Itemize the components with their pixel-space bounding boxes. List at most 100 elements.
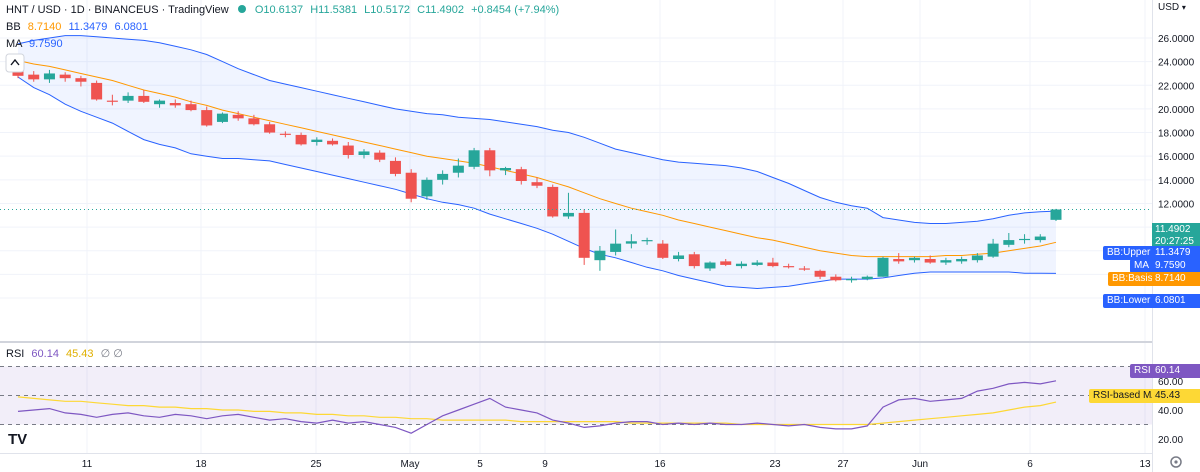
symbol-legend[interactable]: HNT / USD · 1D · BINANCEUS · TradingView… [6, 3, 559, 17]
candle-body [106, 100, 118, 102]
symbol-title[interactable]: HNT / USD · 1D · BINANCEUS · TradingView [6, 4, 229, 16]
bollinger-band-area [18, 35, 1056, 289]
price-axis-tick: 26.0000 [1158, 34, 1195, 45]
rsi-line [17, 380, 1057, 434]
time-axis-tick: 18 [195, 459, 207, 470]
candle-body [43, 73, 55, 80]
rsi-tag: 60.14 [1152, 364, 1200, 378]
candle-body [311, 139, 323, 142]
rsi-ma-tag-label: RSI-based MA [1089, 389, 1163, 403]
time-axis-tick: 13 [1139, 459, 1151, 470]
candle-body [154, 100, 166, 105]
last-price-tag: 11.4902 20:27:25 [1152, 223, 1200, 249]
price-axis-tick: 22.0000 [1158, 81, 1195, 92]
rsi-legend[interactable]: RSI 60.14 45.43 ∅ ∅ [6, 347, 123, 361]
currency-selector[interactable]: USD ▾ [1158, 2, 1186, 13]
candle-body [185, 104, 197, 111]
chart-grid [0, 0, 1152, 453]
candle-body [421, 179, 433, 197]
bb-basis-tag-label: BB:Basis [1108, 272, 1157, 286]
time-axis-border [0, 453, 1152, 454]
candle-body [138, 95, 150, 102]
candle-body [389, 160, 401, 174]
collapse-arrow-button[interactable] [5, 53, 25, 73]
bb-upper-tag-label: BB:Upper [1103, 246, 1155, 260]
market-status-dot [237, 5, 246, 13]
chevron-down-icon: ▾ [1181, 3, 1186, 12]
bb-legend[interactable]: BB 8.7140 11.3479 6.0801 [6, 20, 148, 34]
bb-lower-value: 6.0801 [114, 21, 149, 33]
candle-body [908, 257, 920, 261]
ma-value: 9.7590 [28, 38, 63, 50]
pane-separator[interactable] [0, 341, 1152, 343]
gear-icon[interactable] [1170, 456, 1182, 468]
tv-logo-mark: TV [8, 431, 27, 448]
candle-body [279, 133, 291, 135]
rsi-ma-tag: 45.43 [1152, 389, 1200, 403]
candle-body [814, 270, 826, 277]
ohlc-open: O10.6137 [254, 4, 304, 16]
rsi-legend-extra: ∅ ∅ [100, 348, 123, 360]
candle-body [547, 186, 559, 217]
candle-body [673, 255, 685, 259]
bb-legend-title: BB [6, 21, 21, 33]
ohlc-high: H11.5381 [310, 4, 358, 16]
time-axis-tick: 25 [310, 459, 322, 470]
candle-body [216, 113, 228, 122]
candle-body [625, 241, 637, 244]
candle-body [295, 134, 307, 145]
candle-body [264, 124, 276, 133]
candle-body [846, 279, 858, 281]
candle-body [1050, 209, 1062, 220]
candle-body [358, 151, 370, 155]
candle-body [342, 145, 354, 155]
time-axis-tick: 16 [654, 459, 666, 470]
bb-basis-tag: 8.7140 [1152, 272, 1200, 286]
time-axis-tick: 9 [542, 459, 548, 470]
candle-body [201, 110, 213, 126]
currency-label: USD [1158, 2, 1180, 13]
candle-body [327, 140, 339, 145]
tradingview-logo[interactable]: TV [8, 431, 27, 448]
bb-basis-value: 8.7140 [27, 21, 62, 33]
candle-body [578, 212, 590, 258]
candle-body [59, 74, 71, 79]
time-axis-tick: 27 [837, 459, 849, 470]
candle-body [484, 150, 496, 171]
ohlc-low: L10.5172 [364, 4, 411, 16]
candle-body [924, 259, 936, 263]
rsi-tag-label: RSI [1130, 364, 1155, 378]
candle-body [735, 263, 747, 267]
time-axis-labels[interactable]: 11 18 25 May 5 9 16 23 27 Jun 6 13 [82, 459, 1151, 470]
candle-body [783, 266, 795, 268]
candle-body [1003, 240, 1015, 245]
candle-body [562, 212, 574, 217]
candle-body [987, 243, 999, 257]
price-axis-tick: 16.0000 [1158, 152, 1195, 163]
rsi-axis-tick: 40.00 [1158, 406, 1183, 417]
bb-upper-tag: 11.3479 [1152, 246, 1200, 260]
rsi-axis-tick: 20.00 [1158, 435, 1183, 446]
candle-body [798, 268, 810, 270]
candlestick-series [12, 58, 1062, 283]
price-axis-tick: 20.0000 [1158, 105, 1195, 116]
candle-body [374, 152, 386, 160]
bb-upper-line [17, 35, 1057, 224]
candle-body [91, 82, 103, 100]
ma-legend[interactable]: MA 9.7590 [6, 37, 63, 51]
ma-tag-label: MA [1130, 259, 1153, 273]
ma-tag: 9.7590 [1152, 259, 1200, 273]
candle-body [405, 172, 417, 199]
price-axis-tick: 12.0000 [1158, 199, 1195, 210]
rsi-axis-tick: 60.00 [1158, 377, 1183, 388]
candle-body [232, 114, 244, 119]
candle-body [830, 276, 842, 281]
time-axis-tick: 11 [82, 459, 93, 470]
candle-body [28, 74, 40, 80]
price-axis-tick: 14.0000 [1158, 176, 1195, 187]
candle-body [893, 259, 905, 262]
candle-body [720, 261, 732, 265]
candle-body [657, 243, 669, 258]
rsi-legend-title: RSI [6, 348, 25, 360]
